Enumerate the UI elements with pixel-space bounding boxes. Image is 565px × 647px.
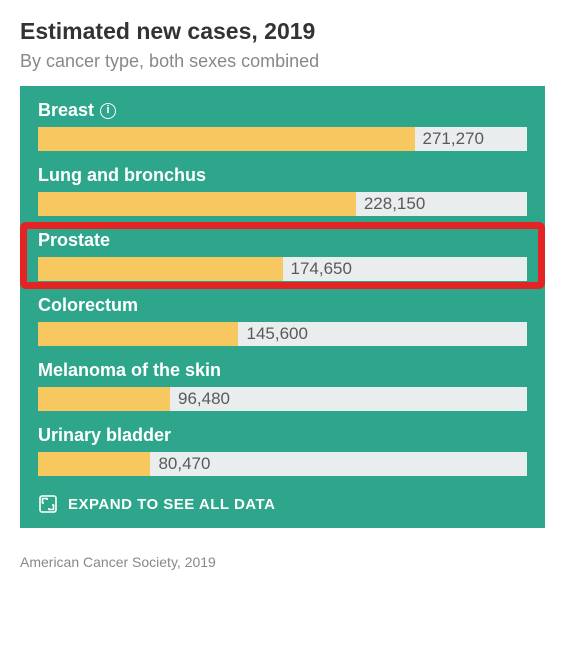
- bar-value: 271,270: [415, 127, 484, 151]
- chart-subtitle: By cancer type, both sexes combined: [20, 51, 545, 72]
- bar-fill: [38, 322, 238, 346]
- chart-row: Prostate 174,650: [20, 230, 545, 281]
- row-label: Melanoma of the skin: [38, 360, 527, 381]
- chart-row: Breasti 271,270: [20, 100, 545, 151]
- row-label: Prostate: [38, 230, 527, 251]
- info-icon[interactable]: i: [100, 103, 116, 119]
- expand-button[interactable]: EXPAND TO SEE ALL DATA: [20, 490, 545, 518]
- bar-fill: [38, 127, 415, 151]
- bar-track: 271,270: [38, 127, 527, 151]
- chart-row: Melanoma of the skin 96,480: [20, 360, 545, 411]
- chart-row: Lung and bronchus 228,150: [20, 165, 545, 216]
- bar-value: 228,150: [356, 192, 425, 216]
- bar-track: 80,470: [38, 452, 527, 476]
- bar-value: 145,600: [238, 322, 307, 346]
- expand-label: EXPAND TO SEE ALL DATA: [68, 496, 275, 513]
- chart-row: Colorectum 145,600: [20, 295, 545, 346]
- chart-panel: Breasti 271,270 Lung and bronchus 228,150 Pr…: [20, 86, 545, 528]
- bar-fill: [38, 387, 170, 411]
- row-label: Colorectum: [38, 295, 527, 316]
- bar-value: 96,480: [170, 387, 230, 411]
- bar-value: 80,470: [150, 452, 210, 476]
- row-label: Lung and bronchus: [38, 165, 527, 186]
- source-text: American Cancer Society, 2019: [0, 538, 565, 580]
- chart-title: Estimated new cases, 2019: [20, 18, 545, 45]
- bar-fill: [38, 452, 150, 476]
- bar-track: 145,600: [38, 322, 527, 346]
- bar-track: 174,650: [38, 257, 527, 281]
- row-label: Breasti: [38, 100, 527, 121]
- bar-track: 228,150: [38, 192, 527, 216]
- bar-fill: [38, 257, 283, 281]
- bar-track: 96,480: [38, 387, 527, 411]
- expand-icon: [38, 494, 58, 514]
- chart-row: Urinary bladder 80,470: [20, 425, 545, 476]
- row-label: Urinary bladder: [38, 425, 527, 446]
- bar-value: 174,650: [283, 257, 352, 281]
- bar-fill: [38, 192, 356, 216]
